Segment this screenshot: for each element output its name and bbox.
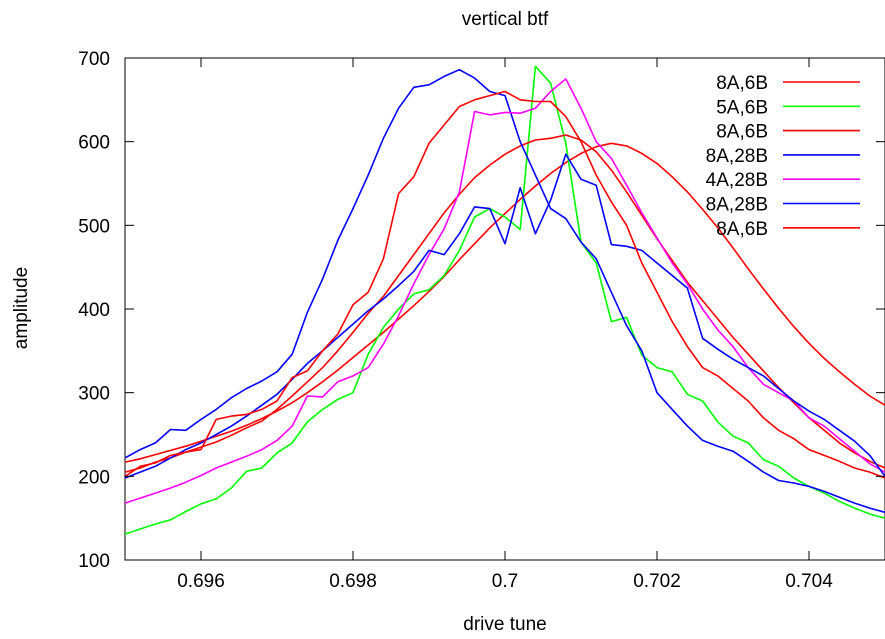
series-line-5 [125,78,885,504]
plot-frame [124,57,885,561]
y-tick-label: 500 [78,216,110,237]
y-tick-label: 200 [78,467,110,488]
series-line-3 [125,134,885,473]
x-tick-label: 0.696 [177,571,225,592]
plot-area [124,57,885,561]
x-axis-title: drive tune [463,614,546,635]
y-tick-label: 700 [78,49,110,70]
series-line-6 [125,153,885,479]
x-tick-label: 0.702 [633,571,681,592]
legend-label: 8A,6B [716,122,768,143]
ticks-layer: 0.696 0.698 0.7 0.702 0.704 100 200 300 400 500 60… [78,49,885,592]
y-axis-title: amplitude [11,267,32,349]
legend-label: 8A,6B [716,73,768,94]
x-tick-label: 0.7 [492,571,518,592]
series-layer [125,65,885,535]
series-line-7 [125,90,885,479]
legend-label: 4A,28B [706,170,768,191]
x-tick-label: 0.698 [329,571,377,592]
y-tick-label: 600 [78,133,110,154]
legend-label: 8A,28B [706,195,768,216]
legend-label: 8A,6B [716,219,768,240]
series-line-1 [125,142,885,463]
y-tick-label: 100 [78,551,110,572]
legend-label: 8A,28B [706,146,768,167]
y-tick-label: 400 [78,300,110,321]
chart-title: vertical btf [462,9,549,30]
legend-label: 5A,6B [716,97,768,118]
series-line-4 [125,68,885,514]
legend: 8A,6B 5A,6B 8A,6B 8A,28B 4A,28B 8A,28B 8A,6B [706,73,860,240]
x-tick-label: 0.704 [785,571,833,592]
y-tick-label: 300 [78,384,110,405]
series-line-2 [125,65,885,535]
